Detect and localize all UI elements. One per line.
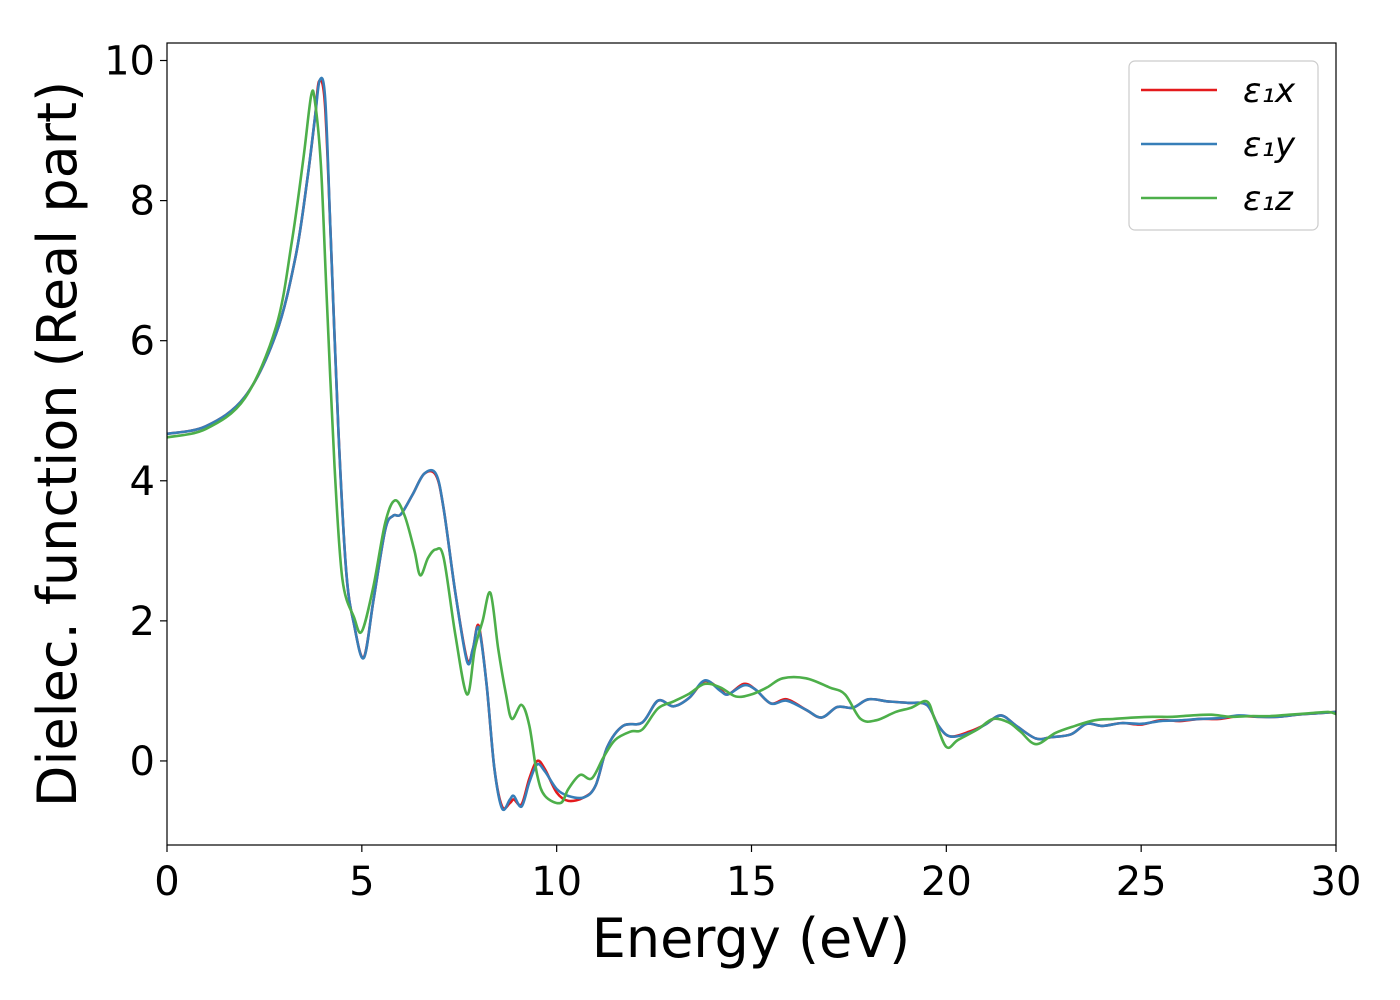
plot-lines	[167, 76, 1336, 812]
y-axis: 0 2 4 6 8 10	[104, 39, 167, 785]
y-tick-label: 6	[130, 319, 155, 365]
legend-entry-label: ε₁y	[1243, 125, 1296, 165]
x-axis-label: Energy (eV)	[592, 907, 911, 970]
series-line-e1y	[167, 76, 1336, 812]
x-tick-label: 0	[154, 859, 179, 905]
y-tick-label: 4	[130, 459, 155, 505]
x-tick-label: 10	[531, 859, 582, 905]
y-axis-label: Dielec. function (Real part)	[26, 81, 89, 807]
series-line-e1z	[167, 89, 1336, 805]
x-tick-label: 20	[921, 859, 972, 905]
legend: ε₁x ε₁y ε₁z	[1128, 60, 1319, 231]
y-tick-label: 2	[130, 599, 155, 645]
legend-box	[1128, 60, 1319, 231]
y-tick-label: 8	[130, 179, 155, 225]
x-tick-label: 5	[349, 859, 374, 905]
x-tick-label: 25	[1116, 859, 1167, 905]
x-axis: 0 5 10 15 20 25 30	[154, 845, 1361, 905]
legend-entry-label: ε₁x	[1243, 71, 1296, 111]
y-tick-label: 0	[130, 739, 155, 785]
legend-entry-label: ε₁z	[1243, 179, 1294, 219]
x-tick-label: 30	[1311, 859, 1362, 905]
y-tick-label: 10	[104, 39, 155, 85]
x-tick-label: 15	[726, 859, 777, 905]
